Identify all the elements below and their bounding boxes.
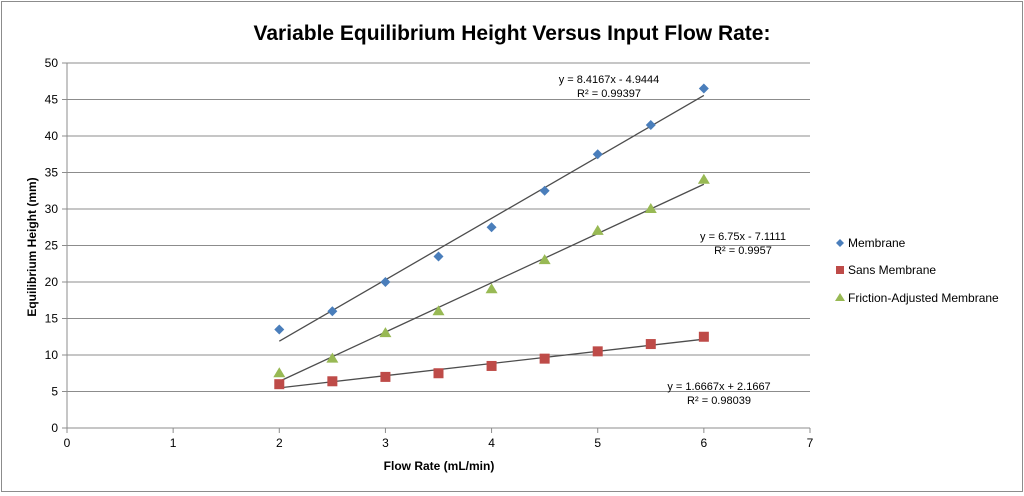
trendline-equation: y = 1.6667x + 2.1667 — [667, 381, 770, 393]
y-tick-label: 40 — [45, 129, 59, 143]
legend-item: Membrane — [836, 236, 906, 250]
trendline-r-squared: R² = 0.99397 — [577, 88, 641, 100]
trendline-r-squared: R² = 0.9957 — [714, 245, 772, 257]
trendline-equation: y = 8.4167x - 4.9444 — [559, 74, 660, 86]
data-point — [539, 353, 550, 364]
y-tick-label: 35 — [45, 166, 59, 180]
data-point — [274, 379, 285, 390]
legend-label: Sans Membrane — [848, 263, 936, 277]
data-point — [697, 173, 710, 184]
trendline-equation: y = 6.75x - 7.1111 — [700, 231, 786, 243]
legend-label: Membrane — [848, 236, 906, 250]
legend-marker — [835, 293, 845, 301]
x-tick-label: 3 — [382, 436, 389, 450]
y-tick-label: 45 — [45, 93, 59, 107]
legend: Membrane Sans Membrane Friction-Adjusted M… — [835, 236, 999, 305]
data-point — [379, 327, 392, 338]
data-point — [327, 306, 338, 317]
data-point — [433, 368, 444, 379]
x-tick-label: 6 — [701, 436, 708, 450]
data-point — [432, 305, 445, 316]
data-point — [380, 371, 391, 382]
y-tick-label: 30 — [45, 202, 59, 216]
y-tick-label: 15 — [45, 312, 59, 326]
y-tick-label: 25 — [45, 239, 59, 253]
trendline-r-squared: R² = 0.98039 — [687, 395, 751, 407]
data-point — [380, 277, 391, 287]
data-point — [433, 251, 444, 262]
legend-marker — [836, 239, 844, 247]
data-point — [485, 283, 498, 294]
x-tick-label: 7 — [807, 436, 814, 450]
y-tick-label: 50 — [45, 56, 59, 70]
trendline-labels: y = 8.4167x - 4.9444 R² = 0.99397 y = 1.66… — [559, 74, 786, 407]
chart-title: Variable Equilibrium Height Versus Input… — [254, 22, 771, 45]
legend-marker — [836, 266, 844, 274]
trendlines — [278, 94, 705, 389]
data-point — [592, 149, 603, 160]
data-point — [326, 352, 339, 363]
x-tick-label: 2 — [276, 436, 283, 450]
data-point — [273, 367, 286, 378]
x-tick-label: 1 — [170, 436, 177, 450]
data-point — [327, 376, 338, 387]
y-tick-label: 10 — [45, 348, 59, 362]
legend-item: Sans Membrane — [836, 263, 936, 277]
legend-item: Friction-Adjusted Membrane — [835, 291, 999, 305]
gridlines — [67, 62, 810, 392]
y-tick-label: 5 — [51, 385, 58, 399]
trendline-membrane — [278, 94, 705, 342]
trendline-friction-adjusted-membrane — [279, 183, 705, 382]
data-point — [538, 254, 551, 265]
x-tick-label: 4 — [488, 436, 495, 450]
legend-label: Friction-Adjusted Membrane — [848, 291, 999, 305]
y-tick-label: 20 — [45, 275, 59, 289]
data-point — [486, 222, 497, 233]
data-point — [592, 346, 603, 357]
x-tick-label: 5 — [594, 436, 601, 450]
data-point — [591, 224, 604, 235]
data-point — [274, 324, 285, 335]
x-tick-label: 0 — [64, 436, 71, 450]
y-axis-title: Equilibrium Height (mm) — [25, 177, 39, 316]
data-point — [539, 185, 550, 196]
data-point — [698, 331, 709, 342]
data-point — [645, 120, 656, 131]
data-point — [645, 339, 656, 350]
data-point — [644, 203, 657, 213]
y-tick-label: 0 — [51, 421, 58, 435]
data-point — [486, 360, 497, 371]
data-point — [698, 83, 709, 94]
x-axis-title: Flow Rate (mL/min) — [384, 459, 495, 473]
data-points — [273, 83, 710, 390]
